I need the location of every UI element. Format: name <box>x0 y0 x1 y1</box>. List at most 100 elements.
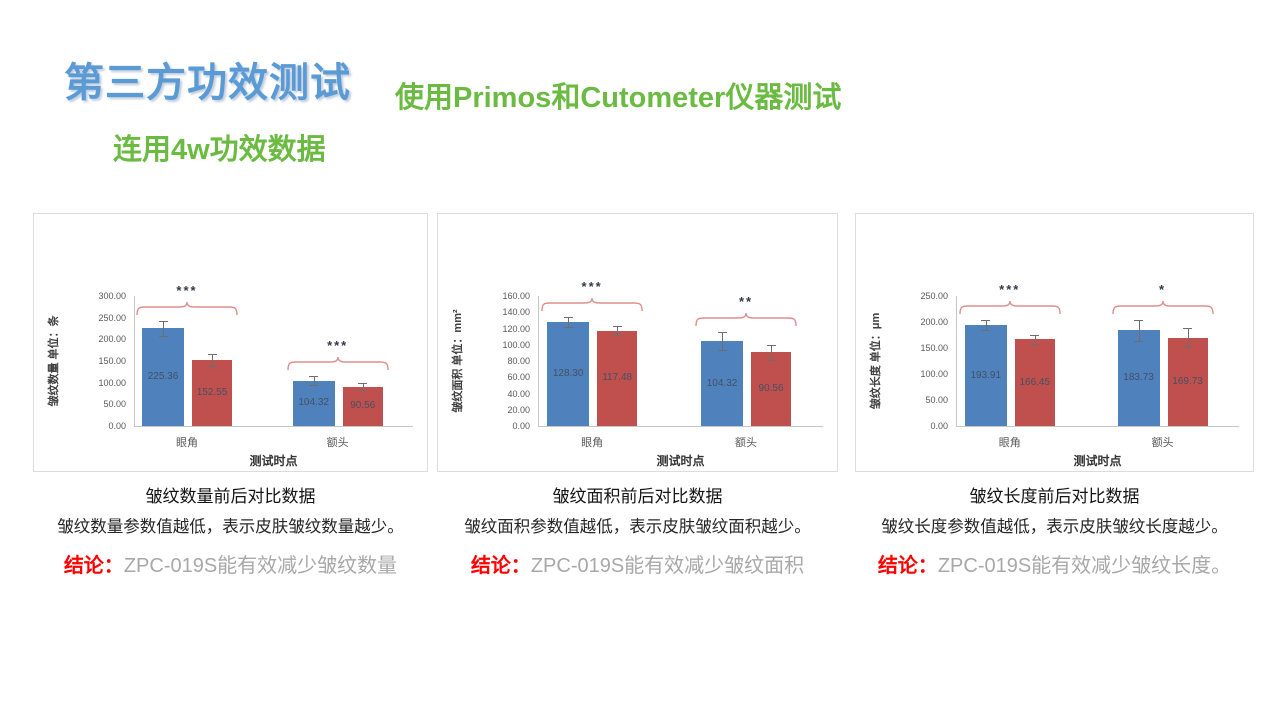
y-tick-label: 200.00 <box>98 334 126 345</box>
y-tick-label: 100.00 <box>502 339 530 350</box>
error-bar <box>722 332 724 351</box>
y-tick-label: 100.00 <box>920 369 948 379</box>
significance-stars: ** <box>738 294 754 310</box>
bar-before <box>547 321 590 426</box>
error-bar-cap <box>309 385 319 387</box>
significance-stars: *** <box>581 278 603 294</box>
error-bar <box>771 345 773 360</box>
y-tick-label: 250.00 <box>920 291 948 301</box>
conclusion-label: 结论： <box>63 555 124 577</box>
error-bar-cap <box>309 376 319 378</box>
y-tick-label: 20.00 <box>507 404 530 415</box>
bar-before <box>1117 330 1160 426</box>
significance-stars: *** <box>327 338 349 354</box>
error-bar-cap <box>358 390 368 392</box>
x-axis-title: 测试时点 <box>249 454 298 468</box>
error-bar-cap <box>1134 341 1144 343</box>
error-bar-cap <box>207 354 217 356</box>
x-axis-title: 测试时点 <box>1073 454 1122 468</box>
bar-before <box>142 328 184 426</box>
chart-panel-wrinkle-area: 皱纹面积 单位：mm² 0.00 20.00 40.00 60.00 80.00 100.0… <box>437 213 838 472</box>
x-axis-line <box>538 426 823 427</box>
y-tick-label: 50.00 <box>925 395 948 405</box>
significance-bracket <box>694 312 798 327</box>
y-tick-label: 0.00 <box>512 421 530 431</box>
y-axis-title: 皱纹长度 单位：μm <box>870 312 882 410</box>
bar-after <box>1167 337 1208 426</box>
error-bar-cap <box>1134 319 1144 321</box>
subtitle-instrument: 使用Primos和Cutometer仪器测试 <box>395 82 842 114</box>
y-tick-label: 80.00 <box>507 356 530 366</box>
y-tick-label: 250.00 <box>98 312 126 323</box>
bar-value-label: 225.36 <box>147 371 179 383</box>
bar-after <box>597 330 638 426</box>
chart-description: 皱纹长度参数值越低，表示皮肤皱纹长度越少。 <box>881 518 1228 536</box>
y-tick-label: 120.00 <box>502 323 530 334</box>
x-category-label: 眼角 <box>176 437 198 449</box>
y-axis-title: 皱纹数量 单位：条 <box>48 315 60 407</box>
y-tick-label: 200.00 <box>920 317 948 327</box>
bar-value-label: 128.30 <box>552 367 584 379</box>
bar-value-label: 193.91 <box>970 369 1002 381</box>
chart-caption: 皱纹长度前后对比数据 <box>969 487 1140 506</box>
bar-after <box>192 359 232 426</box>
conclusion-line: 结论：ZPC-019S能有效减少皱纹面积 <box>437 549 838 578</box>
y-axis-line <box>538 296 539 426</box>
y-tick-label: 300.00 <box>98 291 126 301</box>
x-axis-title: 测试时点 <box>656 454 705 468</box>
error-bar-cap <box>612 325 622 327</box>
error-bar <box>985 319 987 331</box>
y-axis-title: 皱纹面积 单位：mm² <box>452 309 464 413</box>
error-bar <box>568 316 570 327</box>
bar-value-label: 90.56 <box>758 383 784 395</box>
y-tick-label: 150.00 <box>98 356 126 366</box>
error-bar-cap <box>358 383 368 385</box>
error-bar <box>1187 328 1189 348</box>
conclusion-line: 结论：ZPC-019S能有效减少皱纹长度。 <box>855 549 1254 578</box>
y-tick-label: 40.00 <box>507 388 530 399</box>
error-bar <box>1138 319 1140 342</box>
chart-column-area: 皱纹面积 单位：mm² 0.00 20.00 40.00 60.00 80.00 100.0… <box>437 213 838 623</box>
y-tick-label: 150.00 <box>920 343 948 353</box>
error-bar-cap <box>1030 344 1040 346</box>
y-axis-line <box>956 296 957 426</box>
y-tick-label: 160.00 <box>502 291 530 301</box>
x-axis-line <box>956 426 1239 427</box>
error-bar-cap <box>981 330 991 332</box>
error-bar <box>617 325 619 336</box>
chart-panel-wrinkle-length: 皱纹长度 单位：μm 0.00 50.00 100.00 150.00 200.00 250… <box>855 213 1254 472</box>
bar-value-label: 166.45 <box>1019 376 1051 388</box>
error-bar <box>313 376 315 386</box>
bar-after <box>1014 339 1055 426</box>
significance-stars: * <box>1159 281 1167 297</box>
y-tick-label: 0.00 <box>108 421 126 431</box>
bar-value-label: 104.32 <box>706 377 738 389</box>
error-bar-cap <box>717 332 727 334</box>
x-category-label: 眼角 <box>998 437 1021 449</box>
y-tick-label: 100.00 <box>98 377 126 388</box>
error-bar-cap <box>207 365 217 367</box>
error-bar <box>163 320 164 336</box>
x-category-label: 额头 <box>326 437 349 449</box>
conclusion-text: ZPC-019S能有效减少皱纹数量 <box>123 555 398 577</box>
conclusion-text: ZPC-019S能有效减少皱纹面积 <box>530 555 805 577</box>
subtitle-duration: 连用4w功效数据 <box>113 134 326 166</box>
x-category-label: 额头 <box>1151 437 1174 449</box>
error-bar-cap <box>717 350 727 352</box>
y-axis-line <box>134 296 135 426</box>
conclusion-text: ZPC-019S能有效减少皱纹长度。 <box>937 555 1232 577</box>
y-tick-label: 60.00 <box>507 372 530 383</box>
chart-column-length: 皱纹长度 单位：μm 0.00 50.00 100.00 150.00 200.00 250… <box>855 213 1254 623</box>
x-category-label: 额头 <box>735 437 758 449</box>
significance-bracket <box>286 356 390 372</box>
error-bar-cap <box>981 319 991 321</box>
y-tick-label: 50.00 <box>103 399 126 410</box>
error-bar-cap <box>766 345 776 347</box>
y-tick-label: 140.00 <box>502 307 530 318</box>
error-bar <box>1034 334 1036 345</box>
error-bar-cap <box>158 320 168 322</box>
x-axis-line <box>134 426 413 427</box>
error-bar <box>362 383 364 391</box>
bar-before <box>701 341 744 426</box>
error-bar <box>212 354 213 366</box>
